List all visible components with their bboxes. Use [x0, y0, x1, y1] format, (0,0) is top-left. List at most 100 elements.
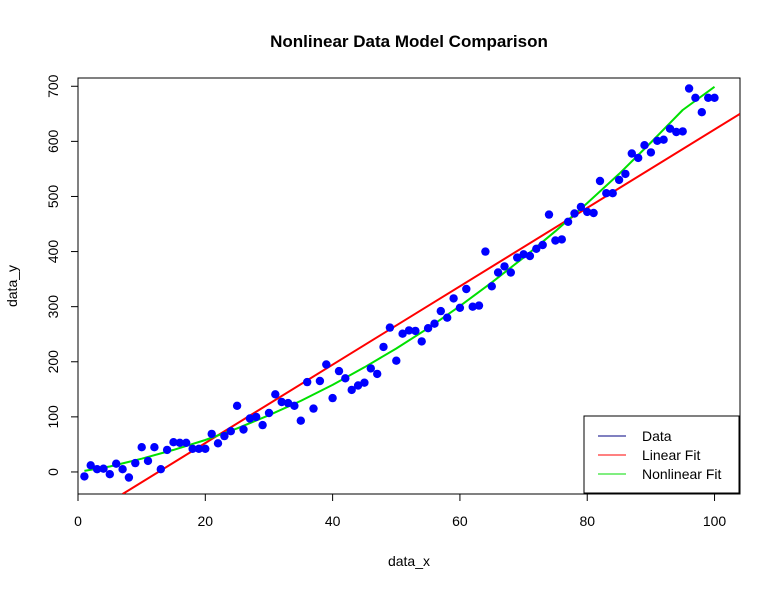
data-point: [411, 326, 420, 336]
y-axis-label: data_y: [4, 265, 20, 307]
data-point: [86, 461, 95, 470]
data-point: [156, 465, 165, 474]
nonlinear-fit-line: [84, 85, 716, 472]
data-point: [506, 268, 515, 277]
data-point: [118, 465, 127, 474]
data-point: [315, 376, 325, 386]
data-point: [500, 262, 509, 271]
data-point: [334, 366, 344, 376]
x-tick-label: 40: [325, 513, 341, 529]
data-point: [162, 445, 172, 455]
data-point: [398, 329, 407, 338]
data-point: [532, 244, 541, 253]
y-tick-label: 600: [45, 129, 61, 153]
x-axis-label: data_x: [388, 553, 430, 569]
data-point: [672, 127, 681, 137]
data-point: [544, 210, 554, 219]
data-point: [277, 397, 286, 407]
data-point: [360, 378, 369, 387]
data-point: [232, 401, 242, 410]
data-point: [150, 443, 159, 452]
data-point: [303, 377, 312, 387]
data-point: [691, 93, 700, 103]
data-point: [455, 303, 465, 312]
data-point: [602, 189, 611, 198]
y-tick-label: 200: [45, 350, 61, 374]
data-point: [665, 124, 675, 133]
data-point: [538, 240, 547, 250]
chart-title: Nonlinear Data Model Comparison: [270, 32, 548, 51]
data-point: [570, 209, 579, 218]
data-point: [704, 93, 713, 103]
data-point: [436, 306, 445, 316]
data-point: [551, 236, 560, 245]
data-point: [239, 425, 248, 434]
data-point: [341, 374, 350, 383]
data-point: [131, 458, 140, 468]
x-tick-label: 60: [452, 513, 468, 529]
y-axis: 0 100 200 300 400 500 600 700: [45, 74, 79, 476]
data-point: [226, 427, 235, 436]
data-point: [328, 393, 337, 403]
data-point: [519, 250, 528, 259]
data-point: [653, 136, 662, 145]
data-point: [105, 470, 115, 479]
data-point: [525, 251, 535, 261]
data-point: [634, 153, 643, 163]
data-point: [646, 148, 656, 157]
data-point: [194, 444, 204, 453]
data-point: [309, 404, 318, 413]
linear-fit-line: [122, 112, 740, 494]
data-point: [423, 324, 433, 333]
data-point: [621, 169, 630, 179]
y-tick-label: 300: [45, 295, 61, 319]
data-point: [513, 253, 522, 262]
y-tick-label: 500: [45, 185, 61, 209]
data-point: [474, 301, 484, 310]
data-point: [487, 282, 496, 291]
legend-nonlinear-label: Nonlinear Fit: [642, 466, 721, 482]
data-point: [697, 108, 706, 117]
data-point: [385, 323, 395, 332]
data-point: [576, 202, 586, 212]
data-point: [627, 149, 636, 158]
x-tick-label: 0: [74, 513, 82, 529]
data-point: [80, 472, 89, 481]
data-point: [213, 439, 223, 448]
data-point: [366, 364, 375, 373]
x-tick-label: 80: [579, 513, 595, 529]
x-tick-label: 100: [703, 513, 727, 529]
data-point: [589, 208, 598, 218]
data-point: [207, 429, 216, 439]
data-point: [322, 360, 331, 369]
data-point: [404, 326, 414, 335]
data-point: [373, 369, 382, 379]
data-point: [468, 302, 477, 311]
data-point: [112, 459, 121, 468]
x-tick-label: 20: [198, 513, 214, 529]
data-point: [264, 408, 274, 418]
data-point: [137, 443, 146, 452]
data-point: [258, 420, 267, 430]
data-point: [201, 444, 210, 453]
data-point: [347, 385, 356, 395]
data-point: [710, 93, 719, 103]
points-layer: [80, 84, 719, 482]
data-point: [296, 416, 305, 425]
data-point: [595, 176, 605, 186]
data-point: [124, 473, 134, 482]
data-point: [379, 342, 388, 352]
data-point: [481, 247, 490, 256]
data-point: [182, 438, 191, 447]
data-point: [640, 141, 649, 150]
data-point: [143, 456, 153, 466]
y-tick-label: 0: [45, 468, 61, 476]
data-point: [290, 401, 299, 410]
y-tick-label: 400: [45, 240, 61, 264]
data-point: [684, 84, 694, 93]
legend-data-label: Data: [642, 428, 672, 444]
legend: Data Linear Fit Nonlinear Fit: [583, 415, 740, 494]
data-point: [614, 175, 624, 185]
data-point: [430, 319, 439, 328]
